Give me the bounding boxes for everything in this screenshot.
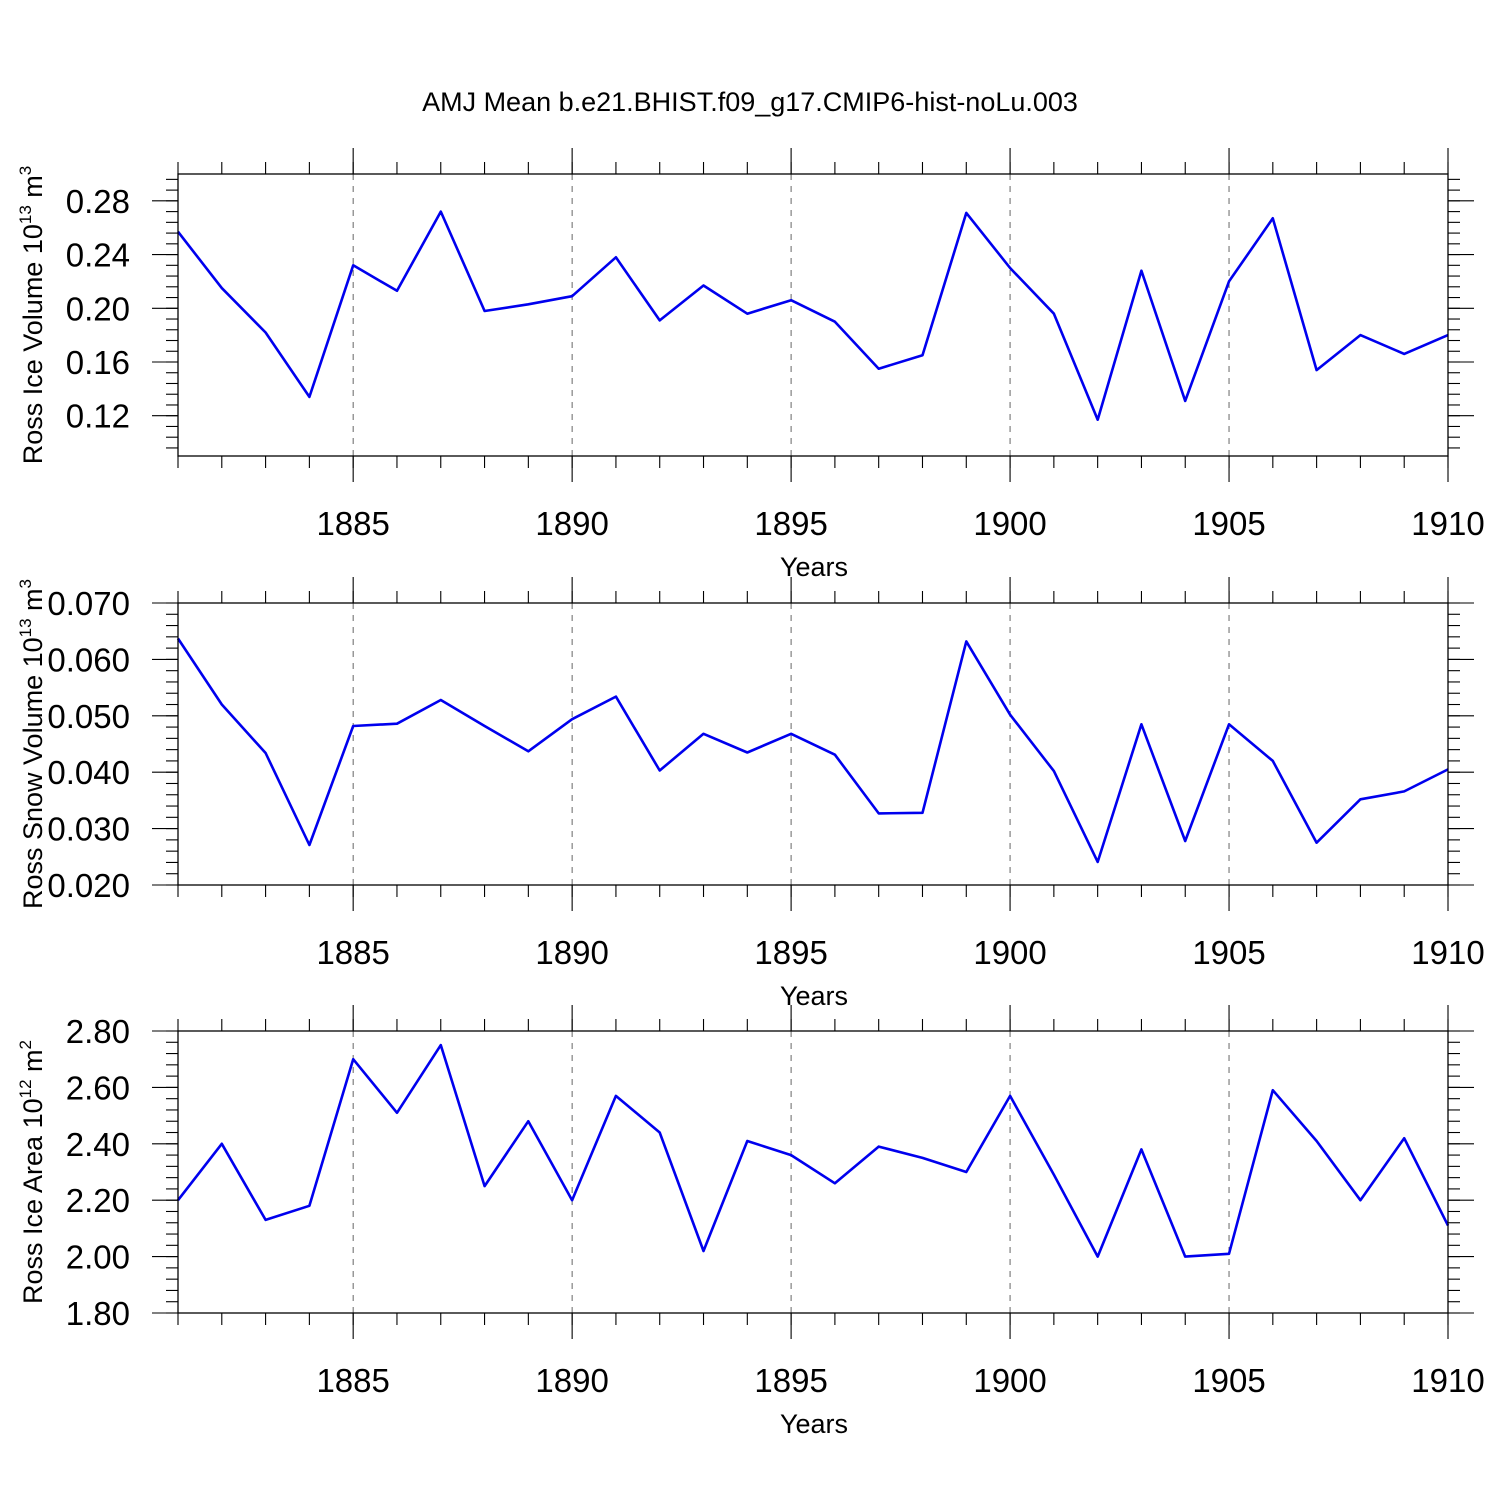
data-line-2: [176, 637, 1449, 864]
chart-title: AMJ Mean b.e21.BHIST.f09_g17.CMIP6-hist-…: [422, 87, 1078, 117]
x-tick-label: 1905: [1192, 1362, 1265, 1399]
x-tick-label: 1900: [973, 505, 1046, 542]
x-axis-label: Years: [780, 1409, 848, 1439]
x-tick-label: 1890: [535, 1362, 608, 1399]
y-tick-label: 1.80: [66, 1295, 130, 1332]
y-tick-label: 0.050: [47, 698, 130, 735]
y-tick-label: 2.80: [66, 1013, 130, 1050]
y-tick-label: 2.40: [66, 1126, 130, 1163]
y-tick-label: 2.60: [66, 1069, 130, 1106]
y-tick-label: 0.020: [47, 867, 130, 904]
x-tick-label: 1895: [754, 1362, 827, 1399]
y-tick-label: 0.20: [66, 290, 130, 327]
panel-3: 1.80 2.00 2.20 2.40 2.60 2.80 1885 1890 1895 1900…: [16, 1005, 1485, 1439]
x-tick-label: 1905: [1192, 505, 1265, 542]
plot-frame: [177, 602, 1449, 886]
y-tick-label: 0.28: [66, 183, 130, 220]
x-tick-label: 1885: [316, 1362, 389, 1399]
x-tick-label: 1890: [535, 505, 608, 542]
plot-frame: [177, 173, 1449, 457]
y-tick-label: 0.24: [66, 237, 130, 274]
y-axis-label: Ross Ice Volume 1013 m3: [16, 166, 48, 465]
x-tick-label: 1885: [316, 505, 389, 542]
x-tick-label: 1910: [1411, 505, 1484, 542]
y-tick-label: 0.030: [47, 811, 130, 848]
panel-1: 0.12 0.16 0.20 0.24 0.28 1885 1890 1895 1900 1905…: [16, 148, 1485, 582]
x-axis-label: Years: [780, 552, 848, 582]
data-line-1: [176, 210, 1449, 422]
y-tick-label: 2.00: [66, 1239, 130, 1276]
x-tick-label: 1885: [316, 934, 389, 971]
y-tick-label: 0.12: [66, 398, 130, 435]
x-tick-label: 1895: [754, 934, 827, 971]
y-tick-label: 0.070: [47, 585, 130, 622]
y-axis-label: Ross Ice Area 1012 m2: [16, 1040, 48, 1304]
y-axis-label: Ross Snow Volume 1013 m3: [16, 579, 48, 909]
x-tick-label: 1890: [535, 934, 608, 971]
data-line-3: [176, 1043, 1450, 1258]
panel-2: 0.020 0.030 0.040 0.050 0.060 0.070 1885 1890 18…: [16, 577, 1485, 1011]
x-tick-label: 1910: [1411, 934, 1484, 971]
plot-frame: [177, 1030, 1449, 1314]
x-tick-label: 1895: [754, 505, 827, 542]
x-tick-label: 1900: [973, 934, 1046, 971]
y-tick-label: 0.16: [66, 344, 130, 381]
x-axis-label: Years: [780, 981, 848, 1011]
x-tick-label: 1910: [1411, 1362, 1484, 1399]
y-tick-label: 0.060: [47, 641, 130, 678]
x-tick-label: 1905: [1192, 934, 1265, 971]
y-tick-label: 2.20: [66, 1182, 130, 1219]
y-tick-label: 0.040: [47, 754, 130, 791]
x-tick-label: 1900: [973, 1362, 1046, 1399]
